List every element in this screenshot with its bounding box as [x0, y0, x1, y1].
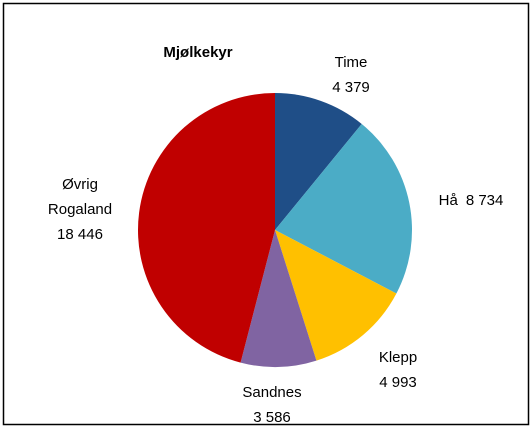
value-label: 18 446 [57, 226, 103, 243]
category-label: Hå [438, 192, 458, 209]
slice-label: Hå 8 734 [416, 188, 526, 213]
pie-slice [275, 230, 397, 361]
slice-label: Klepp 4 993 [358, 345, 438, 395]
value-label: 8 734 [465, 192, 504, 209]
value-label: 3 586 [253, 409, 291, 426]
value-label: 4 379 [332, 79, 370, 96]
category-label: Sandnes [242, 384, 302, 401]
category-label: Klepp [378, 349, 418, 366]
category-label: Øvrig Rogaland [47, 176, 113, 218]
slice-label: Sandnes 3 586 [222, 380, 322, 428]
slice-label: Øvrig Rogaland 18 446 [40, 172, 120, 247]
slice-label: Time 4 379 [306, 50, 396, 100]
pie-slice [137, 93, 275, 363]
pie-slice [275, 93, 362, 230]
category-label: Time [334, 54, 368, 71]
value-label: 4 993 [379, 374, 417, 391]
pie-slice [275, 123, 412, 294]
chart-title: Mjølkekyr [163, 44, 233, 61]
pie-slice [240, 230, 317, 367]
